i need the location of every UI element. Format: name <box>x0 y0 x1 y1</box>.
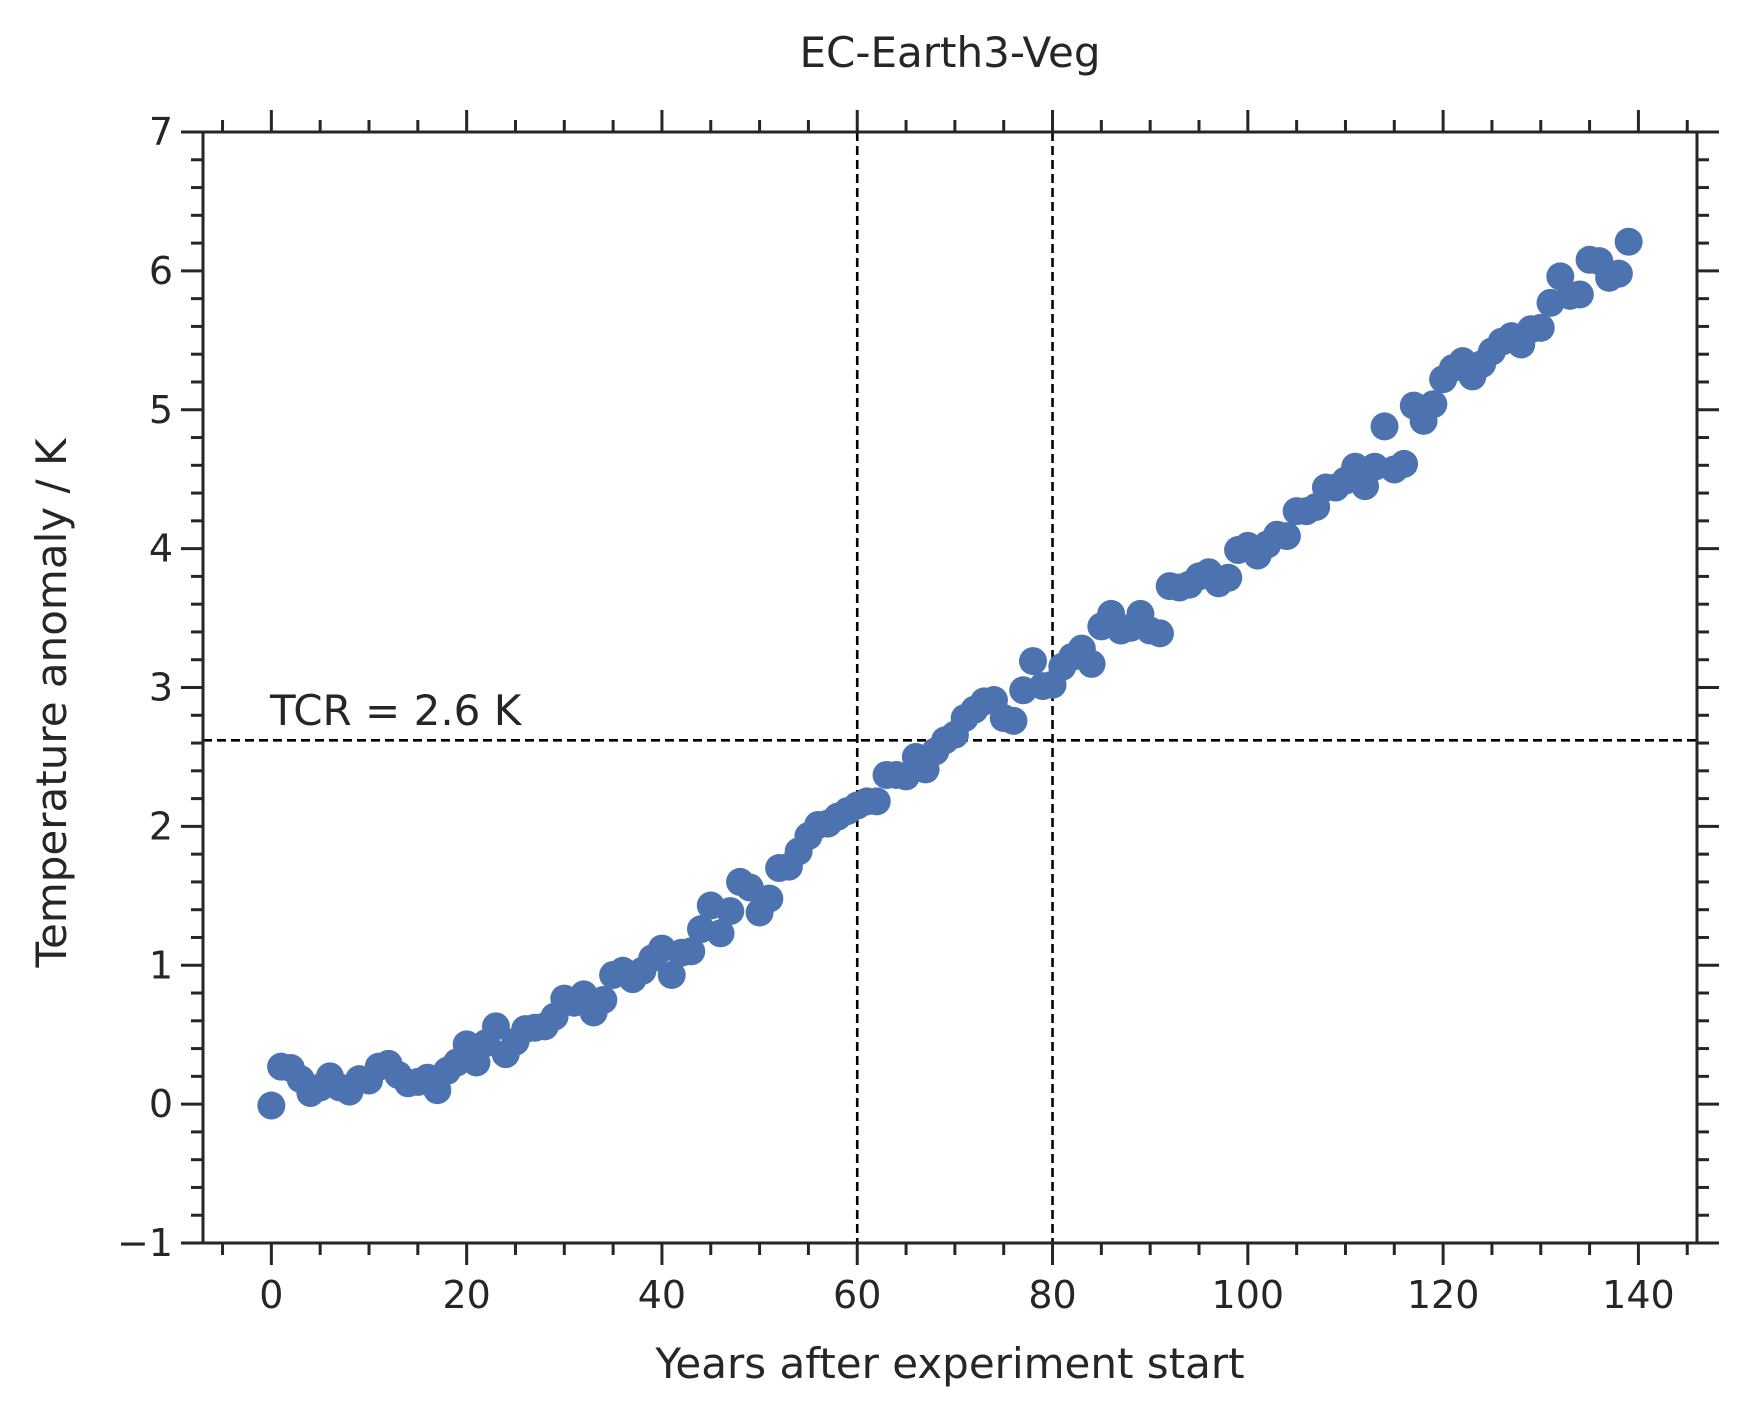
y-tick-label: 6 <box>149 249 173 293</box>
y-tick-label: 3 <box>149 666 173 710</box>
data-point <box>1604 259 1633 288</box>
y-tick-label: 5 <box>149 388 173 432</box>
data-point <box>1565 280 1594 309</box>
x-tick-labels: 0 20 40 60 80 100 120 140 <box>259 1273 1674 1317</box>
chart-title: EC-Earth3-Veg <box>799 28 1100 77</box>
x-tick-label: 120 <box>1407 1273 1480 1317</box>
data-point <box>716 897 745 926</box>
data-point <box>481 1012 510 1041</box>
x-tick-label: 0 <box>259 1273 283 1317</box>
y-tick-label: 7 <box>149 110 173 154</box>
data-point <box>1214 563 1243 592</box>
data-point <box>1419 390 1448 419</box>
x-tick-label: 60 <box>833 1273 881 1317</box>
y-tick-labels: −1 0 1 2 3 4 5 6 7 <box>117 110 173 1265</box>
y-tick-label: 0 <box>149 1082 173 1126</box>
data-point <box>1272 522 1301 551</box>
y-tick-label: 4 <box>149 527 173 571</box>
x-tick-label: 80 <box>1028 1273 1076 1317</box>
data-point <box>589 985 618 1014</box>
x-tick-label: 20 <box>442 1273 490 1317</box>
y-tick-label: 2 <box>149 804 173 848</box>
data-point <box>999 706 1028 735</box>
x-axis-label: Years after experiment start <box>654 1339 1244 1388</box>
plot-area <box>181 110 1719 1265</box>
y-tick-label: 1 <box>149 943 173 987</box>
data-point <box>1390 449 1419 478</box>
x-tick-label: 140 <box>1602 1273 1675 1317</box>
data-point <box>755 884 784 913</box>
data-point <box>1526 313 1555 342</box>
data-point <box>657 960 686 989</box>
y-tick-label: −1 <box>117 1221 173 1265</box>
data-point <box>677 937 706 966</box>
data-point <box>1614 227 1643 256</box>
data-point <box>1077 649 1106 678</box>
y-axis-label: Temperature anomaly / K <box>27 437 76 968</box>
data-point <box>1370 412 1399 441</box>
data-point <box>1145 619 1174 648</box>
x-tick-label: 40 <box>638 1273 686 1317</box>
x-tick-label: 100 <box>1212 1273 1285 1317</box>
data-point <box>1019 647 1047 676</box>
data-point <box>706 919 735 948</box>
data-point <box>257 1091 286 1120</box>
data-point <box>862 787 891 816</box>
tcr-annotation: TCR = 2.6 K <box>269 686 523 735</box>
